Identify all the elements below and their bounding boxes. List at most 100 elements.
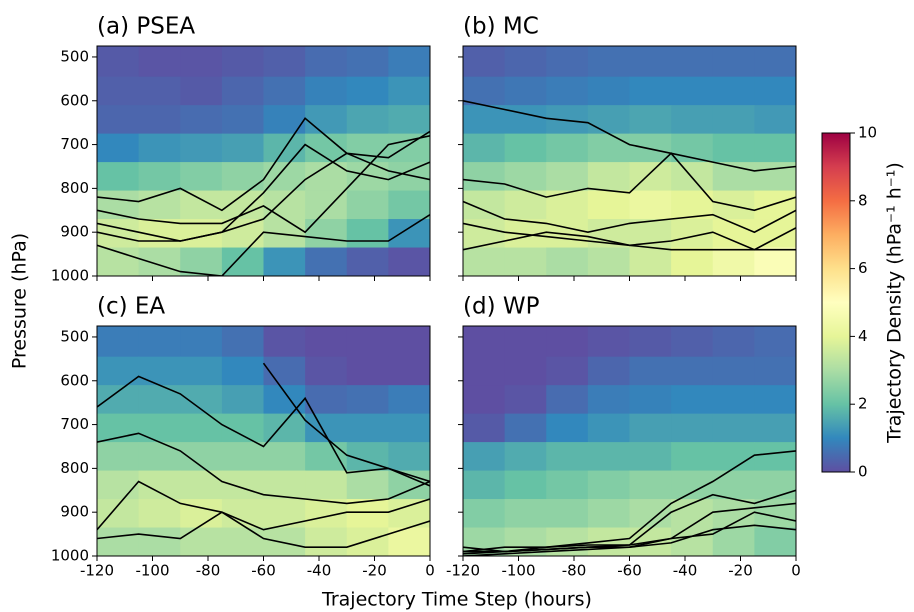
heat-cell: [221, 442, 264, 472]
heat-cell: [221, 105, 264, 135]
heat-cell: [305, 326, 348, 358]
heat-cell: [629, 46, 672, 78]
heat-cell: [263, 442, 306, 472]
x-tick-label: -40: [307, 562, 332, 580]
colorbar: [821, 132, 851, 473]
heat-cell: [97, 76, 140, 106]
x-tick-label: -80: [562, 562, 587, 580]
heat-cell: [138, 442, 181, 472]
heat-cell: [504, 326, 547, 358]
x-tick-label: -80: [196, 562, 221, 580]
trajectory-line: [97, 480, 430, 531]
heat-cell: [97, 499, 140, 529]
heat-cell: [388, 356, 430, 386]
y-tick-label: 500: [60, 327, 89, 345]
heat-cell: [463, 247, 506, 276]
trajectory-line: [463, 222, 796, 251]
heat-cell: [504, 442, 547, 472]
heat-cell: [671, 413, 714, 443]
heat-cell: [504, 76, 547, 106]
colorbar-tick-label: 2: [858, 395, 868, 413]
heat-cell: [754, 413, 796, 443]
heat-cell: [629, 356, 672, 386]
heat-cell: [629, 247, 672, 276]
heat-cell: [587, 385, 630, 415]
heat-cell: [504, 470, 547, 500]
heat-cell: [629, 76, 672, 106]
heat-cell: [504, 46, 547, 78]
heat-cell: [221, 527, 264, 556]
heat-cell: [346, 190, 389, 220]
heat-cell: [546, 442, 589, 472]
colorbar-tick-label: 8: [858, 191, 868, 209]
heat-cell: [97, 46, 140, 78]
colorbar-tick-label: 6: [858, 259, 868, 277]
heat-cell: [97, 527, 140, 556]
heat-cell: [180, 470, 223, 500]
heat-cell: [263, 46, 306, 78]
heat-cell: [754, 247, 796, 276]
panel-title: (d) WP: [463, 294, 540, 320]
heat-cell: [138, 499, 181, 529]
heat-cell: [388, 413, 430, 443]
y-tick-label: 600: [60, 91, 89, 109]
heat-cell: [629, 385, 672, 415]
heat-cell: [180, 133, 223, 163]
heat-cell: [629, 442, 672, 472]
trajectory-line: [463, 200, 796, 234]
heat-cell: [754, 133, 796, 163]
y-tick-label: 700: [60, 415, 89, 433]
heat-cell: [138, 76, 181, 106]
x-tick-label: -40: [673, 562, 698, 580]
heat-cell: [305, 442, 348, 472]
heat-cell: [754, 105, 796, 135]
heat-cell: [587, 442, 630, 472]
heat-cell: [587, 499, 630, 529]
heat-cell: [388, 190, 430, 220]
heat-cell: [346, 326, 389, 358]
heat-cell: [629, 105, 672, 135]
heat-cell: [629, 470, 672, 500]
heat-cell: [221, 326, 264, 358]
heat-cell: [180, 76, 223, 106]
heat-cell: [463, 219, 506, 249]
heat-cell: [388, 76, 430, 106]
heat-cell: [180, 190, 223, 220]
heat-cell: [221, 162, 264, 192]
heat-cell: [504, 356, 547, 386]
heat-cell: [388, 219, 430, 249]
heat-cell: [712, 470, 755, 500]
colorbar-tick-label: 4: [858, 327, 868, 345]
heat-cell: [504, 133, 547, 163]
heat-cell: [388, 442, 430, 472]
heat-cell: [546, 499, 589, 529]
heat-cell: [546, 326, 589, 358]
heat-cell: [587, 356, 630, 386]
heat-cell: [346, 76, 389, 106]
y-tick-label: 700: [60, 135, 89, 153]
trajectory-line: [97, 432, 430, 505]
heat-cell: [546, 46, 589, 78]
heat-cell: [346, 356, 389, 386]
heat-cell: [305, 46, 348, 78]
heat-cell: [305, 219, 348, 249]
heat-cell: [263, 499, 306, 529]
heat-cell: [671, 442, 714, 472]
heat-cell: [504, 247, 547, 276]
y-tick-label: 800: [60, 459, 89, 477]
colorbar-tick-label: 0: [858, 463, 868, 481]
x-axis-label: Trajectory Time Step (hours): [321, 589, 592, 611]
heat-cell: [180, 46, 223, 78]
x-tick-label: -120: [446, 562, 480, 580]
heat-cell: [221, 219, 264, 249]
heat-cell: [629, 190, 672, 220]
heat-cell: [463, 76, 506, 106]
heat-cell: [138, 46, 181, 78]
trajectory-line: [463, 100, 796, 172]
trajectory-line: [97, 214, 430, 276]
x-tick-label: -60: [617, 562, 642, 580]
heat-cell: [712, 247, 755, 276]
heat-cell: [221, 356, 264, 386]
heat-cell: [754, 442, 796, 472]
